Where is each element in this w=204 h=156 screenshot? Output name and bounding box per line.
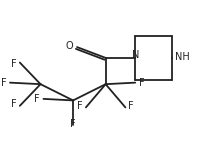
Text: F: F (34, 94, 40, 104)
Text: F: F (1, 78, 6, 88)
Text: F: F (139, 78, 144, 88)
Text: F: F (70, 119, 76, 129)
Text: O: O (66, 41, 73, 51)
Text: F: F (77, 101, 83, 111)
Text: F: F (128, 101, 134, 111)
Text: F: F (11, 59, 17, 69)
Text: F: F (11, 99, 17, 109)
Text: N: N (132, 50, 139, 60)
Text: NH: NH (175, 52, 190, 62)
